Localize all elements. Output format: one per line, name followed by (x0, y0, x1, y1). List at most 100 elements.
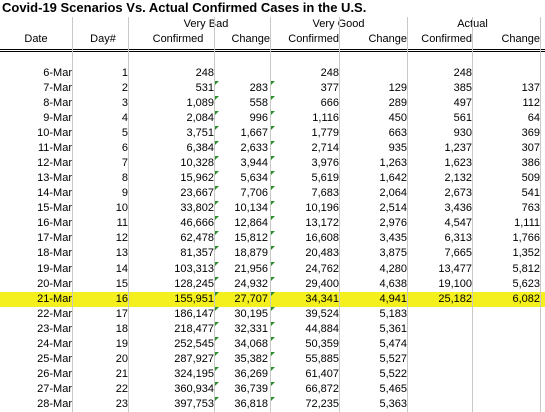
cell-date[interactable]: 10-Mar (37, 127, 72, 140)
cell-day[interactable]: 18 (115, 322, 128, 335)
cell-date[interactable]: 14-Mar (37, 187, 72, 200)
cell-very-bad-confirmed[interactable]: 128,245 (174, 277, 214, 290)
cell-date[interactable]: 17-Mar (37, 232, 72, 245)
cell-very-bad-confirmed[interactable]: 103,313 (174, 262, 214, 275)
cell-actual-confirmed[interactable]: 2,132 (444, 172, 472, 185)
cell-actual-confirmed[interactable] (405, 352, 472, 367)
cell-very-bad-change[interactable]: 36,818 (234, 397, 268, 410)
cell-day[interactable]: 14 (115, 262, 128, 275)
cell-actual-change[interactable] (472, 66, 540, 81)
cell-date[interactable]: 19-Mar (37, 262, 72, 275)
cell-very-bad-change[interactable]: 12,864 (234, 217, 268, 230)
cell-actual-change[interactable]: 307 (521, 142, 540, 155)
cell-actual-confirmed[interactable] (405, 382, 472, 397)
cell-very-good-change[interactable]: 5,465 (379, 382, 407, 395)
cell-very-bad-confirmed[interactable]: 10,328 (180, 157, 214, 170)
cell-very-bad-confirmed[interactable]: 1,089 (186, 97, 214, 110)
cell-very-good-change[interactable]: 1,642 (379, 172, 407, 185)
cell-date[interactable]: 24-Mar (37, 337, 72, 350)
cell-very-bad-confirmed[interactable]: 252,545 (174, 337, 214, 350)
cell-very-good-confirmed[interactable]: 2,714 (311, 142, 339, 155)
cell-day[interactable]: 16 (115, 292, 128, 305)
cell-very-good-confirmed[interactable]: 39,524 (305, 307, 339, 320)
cell-actual-confirmed[interactable]: 1,237 (444, 142, 472, 155)
cell-very-bad-confirmed[interactable]: 218,477 (174, 322, 214, 335)
cell-date[interactable]: 28-Mar (37, 397, 72, 410)
cell-date[interactable]: 21-Mar (37, 292, 72, 305)
cell-actual-change[interactable]: 64 (527, 112, 540, 125)
cell-day[interactable]: 17 (115, 307, 128, 320)
cell-very-good-change[interactable]: 3,875 (379, 247, 407, 260)
cell-actual-change[interactable]: 509 (521, 172, 540, 185)
cell-very-bad-change[interactable]: 18,879 (234, 247, 268, 260)
cell-date[interactable]: 16-Mar (37, 217, 72, 230)
cell-very-good-change[interactable]: 129 (388, 82, 407, 95)
cell-very-good-confirmed[interactable]: 55,885 (305, 352, 339, 365)
header-actual-confirmed[interactable]: Confirmed (421, 33, 472, 45)
cell-very-good-confirmed[interactable]: 377 (320, 82, 339, 95)
cell-very-bad-change[interactable]: 30,195 (234, 307, 268, 320)
cell-very-bad-change[interactable]: 27,707 (234, 292, 268, 305)
cell-actual-confirmed[interactable]: 25,182 (438, 292, 472, 305)
cell-very-bad-confirmed[interactable]: 62,478 (180, 232, 214, 245)
cell-very-good-confirmed[interactable]: 7,683 (311, 187, 339, 200)
cell-very-bad-confirmed[interactable]: 248 (195, 67, 214, 79)
cell-very-bad-change[interactable] (214, 66, 268, 81)
cell-actual-change[interactable]: 5,623 (512, 277, 540, 290)
cell-very-bad-change[interactable]: 283 (249, 82, 268, 95)
cell-very-good-change[interactable]: 4,941 (379, 292, 407, 305)
cell-day[interactable]: 20 (115, 352, 128, 365)
header-very-bad-change[interactable]: Change (231, 33, 270, 45)
cell-actual-confirmed[interactable]: 561 (453, 112, 472, 125)
cell-day[interactable]: 15 (115, 277, 128, 290)
cell-actual-change[interactable]: 1,766 (512, 232, 540, 245)
cell-very-bad-change[interactable]: 5,634 (240, 172, 268, 185)
cell-very-bad-confirmed[interactable]: 360,934 (174, 382, 214, 395)
cell-very-bad-confirmed[interactable]: 23,667 (180, 187, 214, 200)
cell-actual-confirmed[interactable] (405, 397, 472, 412)
cell-actual-confirmed[interactable]: 7,665 (444, 247, 472, 260)
cell-very-bad-confirmed[interactable]: 15,962 (180, 172, 214, 185)
cell-actual-confirmed[interactable]: 19,100 (438, 277, 472, 290)
cell-very-good-confirmed[interactable]: 13,172 (305, 217, 339, 230)
cell-very-bad-change[interactable]: 24,932 (234, 277, 268, 290)
cell-day[interactable]: 8 (121, 172, 128, 185)
header-actual-change[interactable]: Change (501, 33, 540, 45)
cell-very-good-change[interactable]: 2,514 (379, 202, 407, 215)
cell-very-good-change[interactable]: 289 (388, 97, 407, 110)
cell-day[interactable]: 2 (121, 82, 128, 95)
cell-actual-confirmed[interactable]: 3,436 (444, 202, 472, 215)
header-very-good-confirmed[interactable]: Confirmed (288, 33, 339, 45)
header-very-bad-confirmed[interactable]: Confirmed (152, 33, 204, 45)
cell-very-good-change[interactable] (339, 66, 407, 81)
cell-actual-confirmed[interactable]: 497 (453, 97, 472, 110)
cell-very-good-change[interactable]: 5,474 (379, 337, 407, 350)
cell-actual-confirmed[interactable] (405, 307, 472, 322)
cell-day[interactable]: 19 (115, 337, 128, 350)
cell-day[interactable]: 9 (121, 187, 128, 200)
cell-very-bad-confirmed[interactable]: 324,195 (174, 367, 214, 380)
header-date[interactable]: Date (24, 33, 48, 45)
cell-day[interactable]: 13 (115, 247, 128, 260)
cell-date[interactable]: 9-Mar (43, 112, 72, 125)
cell-actual-change[interactable]: 137 (521, 82, 540, 95)
cell-very-good-change[interactable]: 4,280 (379, 262, 407, 275)
cell-day[interactable]: 5 (121, 127, 128, 140)
cell-actual-confirmed[interactable]: 248 (453, 67, 472, 79)
group-header-very-bad[interactable]: Very Bad (183, 18, 229, 30)
cell-actual-change[interactable]: 6,082 (512, 292, 540, 305)
cell-very-good-change[interactable]: 5,527 (379, 352, 407, 365)
cell-day[interactable]: 22 (115, 382, 128, 395)
cell-actual-change[interactable]: 112 (522, 97, 540, 110)
cell-date[interactable]: 23-Mar (37, 322, 72, 335)
cell-very-good-confirmed[interactable]: 666 (320, 97, 339, 110)
cell-date[interactable]: 7-Mar (43, 82, 72, 95)
cell-very-good-confirmed[interactable]: 20,483 (305, 247, 339, 260)
cell-very-bad-confirmed[interactable]: 6,384 (186, 142, 214, 155)
cell-date[interactable]: 26-Mar (37, 367, 72, 380)
cell-very-bad-confirmed[interactable]: 81,357 (180, 247, 214, 260)
group-header-very-good[interactable]: Very Good (312, 18, 365, 30)
cell-actual-change[interactable] (472, 337, 540, 352)
cell-very-bad-change[interactable]: 34,068 (234, 337, 268, 350)
cell-actual-confirmed[interactable]: 1,623 (444, 157, 472, 170)
